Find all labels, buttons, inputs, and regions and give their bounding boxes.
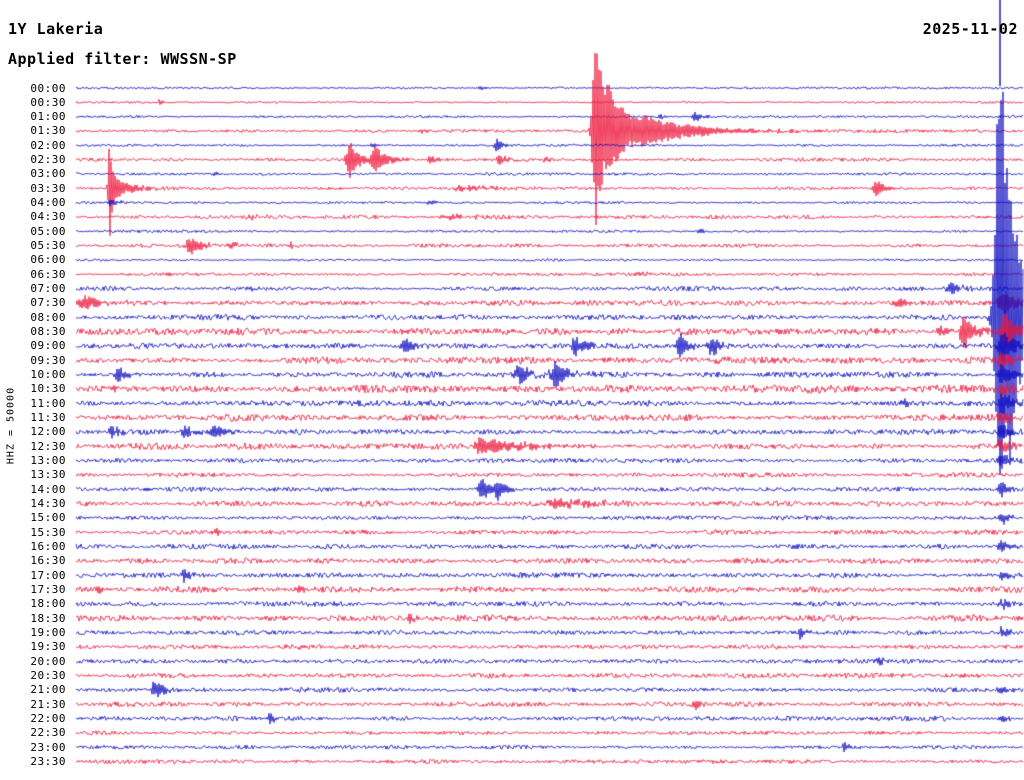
time-label: 03:00 [30, 167, 66, 181]
time-label: 22:30 [30, 726, 66, 740]
time-label: 20:30 [30, 669, 66, 683]
time-label: 18:00 [30, 597, 66, 611]
time-label: 22:00 [30, 712, 66, 726]
time-label: 20:00 [30, 654, 66, 668]
time-label: 00:00 [30, 81, 66, 95]
time-label: 17:30 [30, 583, 66, 597]
time-label: 01:30 [30, 124, 66, 138]
time-label: 04:30 [30, 210, 66, 224]
time-label: 09:00 [30, 339, 66, 353]
date-label: 2025-11-02 [922, 20, 1018, 38]
time-label: 10:30 [30, 382, 66, 396]
filter-label: Applied filter: WWSSN-SP [8, 50, 237, 68]
time-label: 18:30 [30, 611, 66, 625]
time-label: 17:00 [30, 568, 66, 582]
time-label: 16:30 [30, 554, 66, 568]
time-label: 05:00 [30, 224, 66, 238]
time-label: 06:30 [30, 267, 66, 281]
time-label: 10:00 [30, 368, 66, 382]
time-label: 06:00 [30, 253, 66, 267]
time-label: 11:30 [30, 411, 66, 425]
time-label: 00:30 [30, 95, 66, 109]
time-label: 07:30 [30, 296, 66, 310]
time-label: 02:30 [30, 153, 66, 167]
time-label: 12:30 [30, 439, 66, 453]
time-label: 15:30 [30, 525, 66, 539]
time-label: 09:30 [30, 353, 66, 367]
time-label: 16:00 [30, 540, 66, 554]
time-label: 04:00 [30, 196, 66, 210]
time-label: 08:30 [30, 325, 66, 339]
time-axis-labels: 00:00 00:30 01:00 01:30 02:00 02:30 03:00 03:30… [0, 0, 70, 780]
time-label: 15:00 [30, 511, 66, 525]
station-title: 1Y Lakeria [8, 20, 104, 38]
time-label: 14:30 [30, 497, 66, 511]
time-label: 19:30 [30, 640, 66, 654]
time-label: 03:30 [30, 181, 66, 195]
time-label: 07:00 [30, 282, 66, 296]
time-label: 21:00 [30, 683, 66, 697]
time-label: 12:00 [30, 425, 66, 439]
time-label: 01:00 [30, 110, 66, 124]
time-label: 23:30 [30, 755, 66, 768]
time-label: 13:30 [30, 468, 66, 482]
time-label: 14:00 [30, 482, 66, 496]
time-label: 02:00 [30, 138, 66, 152]
time-label: 13:00 [30, 454, 66, 468]
time-label: 23:00 [30, 740, 66, 754]
time-label: 19:00 [30, 626, 66, 640]
time-label: 21:30 [30, 697, 66, 711]
time-label: 05:30 [30, 239, 66, 253]
time-label: 11:00 [30, 396, 66, 410]
time-label: 08:00 [30, 310, 66, 324]
